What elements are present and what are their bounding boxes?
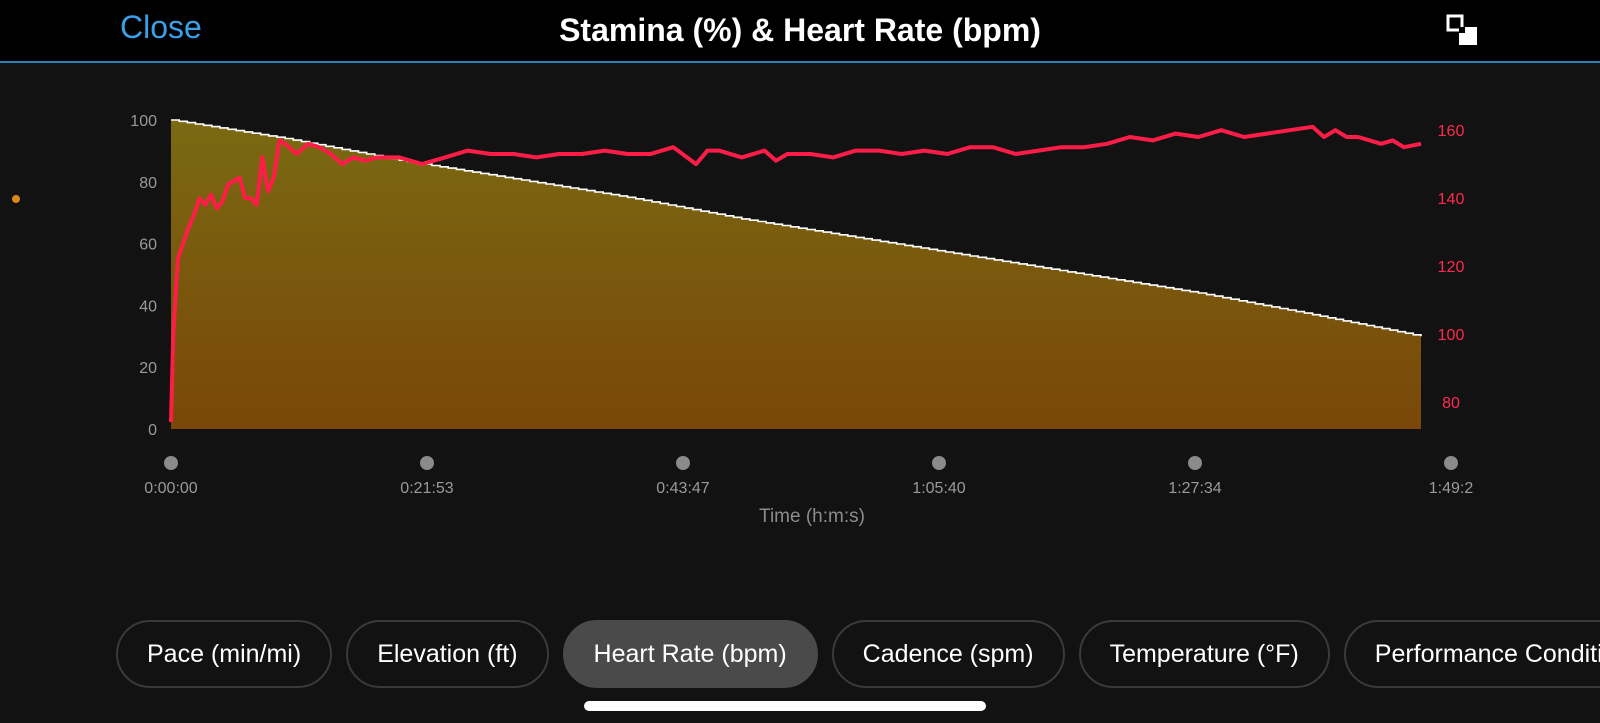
y-right-tick: 100 xyxy=(1438,327,1465,344)
y-left-tick: 60 xyxy=(139,237,157,254)
tab-performance-condition[interactable]: Performance Condition xyxy=(1343,620,1600,688)
heart-rate-line xyxy=(169,124,1422,423)
time-marker-dot[interactable] xyxy=(164,456,178,470)
y-right-tick: 140 xyxy=(1438,191,1465,208)
stamina-heart-rate-chart: 100 80 60 40 20 0 160 140 120 100 80 0:00:00 0:21:… xyxy=(130,113,1474,527)
expand-icon[interactable] xyxy=(1446,14,1480,48)
x-tick: 1:49:2 xyxy=(1429,480,1474,497)
x-tick: 1:27:34 xyxy=(1168,480,1221,497)
time-marker-dot[interactable] xyxy=(676,456,690,470)
x-tick: 0:00:00 xyxy=(144,480,197,497)
page-title: Stamina (%) & Heart Rate (bpm) xyxy=(559,12,1041,48)
y-right-tick: 160 xyxy=(1438,123,1465,140)
tab-cadence-spm[interactable]: Cadence (spm) xyxy=(831,620,1065,688)
tab-temperature-f[interactable]: Temperature (°F) xyxy=(1078,620,1330,688)
y-left-tick: 0 xyxy=(148,422,157,439)
x-tick: 1:05:40 xyxy=(912,480,965,497)
y-left-tick: 20 xyxy=(139,360,157,377)
y-right-tick: 120 xyxy=(1438,259,1465,276)
metric-tabs: Pace (min/mi) Elevation (ft) Heart Rate (b… xyxy=(116,620,1600,688)
time-marker-dot[interactable] xyxy=(932,456,946,470)
y-left-tick: 80 xyxy=(139,175,157,192)
top-bar: Close Stamina (%) & Heart Rate (bpm) xyxy=(0,0,1600,63)
time-marker-dot[interactable] xyxy=(1444,456,1458,470)
y-right-tick: 80 xyxy=(1442,395,1460,412)
y-left-tick: 100 xyxy=(130,113,157,130)
x-tick: 0:43:47 xyxy=(656,480,709,497)
tab-pace-min-mi[interactable]: Pace (min/mi) xyxy=(116,620,333,688)
side-indicator-dot xyxy=(12,195,20,203)
x-tick: 0:21:53 xyxy=(400,480,453,497)
home-indicator xyxy=(584,701,986,711)
stamina-area xyxy=(171,120,1421,429)
time-marker-dot[interactable] xyxy=(1188,456,1202,470)
close-button[interactable]: Close xyxy=(120,9,202,45)
x-axis-label: Time (h:m:s) xyxy=(759,506,865,527)
tab-heart-rate-bpm[interactable]: Heart Rate (bpm) xyxy=(562,620,818,688)
tab-elevation-ft[interactable]: Elevation (ft) xyxy=(346,620,549,688)
time-marker-dot[interactable] xyxy=(420,456,434,470)
y-left-tick: 40 xyxy=(139,298,157,315)
